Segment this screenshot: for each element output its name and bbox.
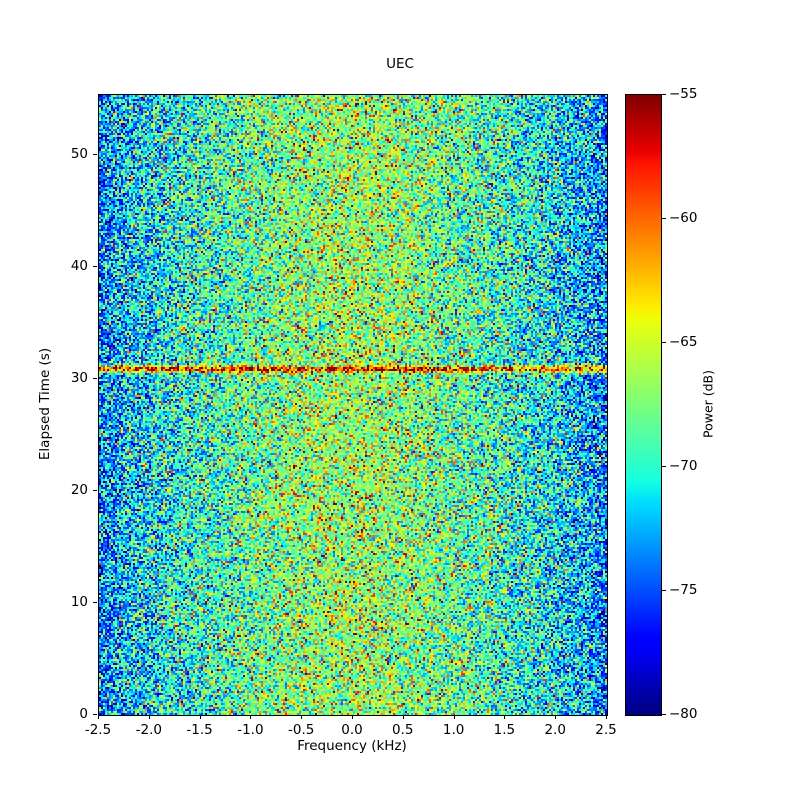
x-tick-label: -1.5 xyxy=(186,722,213,738)
x-tick-label: -2.0 xyxy=(135,722,162,738)
x-tick-mark xyxy=(199,715,201,719)
x-tick-mark xyxy=(148,715,150,719)
y-tick-mark xyxy=(93,714,97,715)
spectrogram-plot-area xyxy=(98,94,608,716)
colorbar-tick-label: −80 xyxy=(669,706,698,722)
colorbar-tick-label: −55 xyxy=(669,86,698,102)
y-tick-label: 20 xyxy=(70,482,88,499)
x-tick-label: 0.5 xyxy=(392,722,414,738)
y-tick-label: 40 xyxy=(70,258,88,275)
x-tick-label: -2.5 xyxy=(84,722,112,738)
x-tick-label: 2.0 xyxy=(544,722,566,738)
x-tick-mark xyxy=(606,715,607,719)
y-tick-mark xyxy=(93,378,97,380)
colorbar-tick-label: −70 xyxy=(669,458,698,474)
colorbar-tick-mark xyxy=(662,218,666,219)
x-tick-mark xyxy=(504,715,506,719)
x-tick-mark xyxy=(301,715,303,719)
x-tick-mark xyxy=(453,715,455,719)
y-tick-mark xyxy=(93,602,97,604)
x-tick-label: 1.0 xyxy=(442,722,465,738)
y-axis-label-text: Elapsed Time (s) xyxy=(37,347,53,461)
colorbar-tick-mark xyxy=(662,466,666,467)
x-tick-label: 1.5 xyxy=(493,722,516,738)
colorbar-tick-label: −75 xyxy=(669,582,698,598)
y-tick-mark xyxy=(93,266,97,268)
x-tick-mark xyxy=(250,715,252,719)
y-tick-label: 30 xyxy=(70,370,88,387)
x-tick-label: 0.0 xyxy=(341,722,363,738)
y-tick-label: 0 xyxy=(79,706,88,722)
x-tick-label: 2.5 xyxy=(595,722,617,738)
y-tick-mark xyxy=(93,490,97,492)
y-tick-label: 10 xyxy=(70,594,88,611)
colorbar xyxy=(625,94,662,716)
x-tick-mark xyxy=(352,715,353,719)
colorbar-gradient xyxy=(626,95,661,715)
colorbar-tick-mark xyxy=(662,590,666,591)
x-tick-label: -0.5 xyxy=(288,722,315,738)
x-tick-label: -1.0 xyxy=(237,722,264,738)
colorbar-tick-label: −60 xyxy=(669,210,698,226)
y-tick-label: 50 xyxy=(70,146,88,163)
colorbar-tick-mark xyxy=(662,342,666,343)
colorbar-tick-label: −65 xyxy=(669,334,698,350)
x-axis-label: Frequency (kHz) xyxy=(297,738,407,754)
x-tick-mark xyxy=(555,715,557,719)
x-tick-mark xyxy=(402,715,404,719)
spectrogram-heatmap xyxy=(99,95,607,715)
x-tick-mark xyxy=(98,715,99,719)
colorbar-tick-mark xyxy=(662,714,666,715)
title-line-station: UEC xyxy=(386,56,414,72)
colorbar-tick-mark xyxy=(662,94,666,95)
y-tick-mark xyxy=(93,154,97,156)
colorbar-label-text: Power (dB) xyxy=(700,369,716,439)
